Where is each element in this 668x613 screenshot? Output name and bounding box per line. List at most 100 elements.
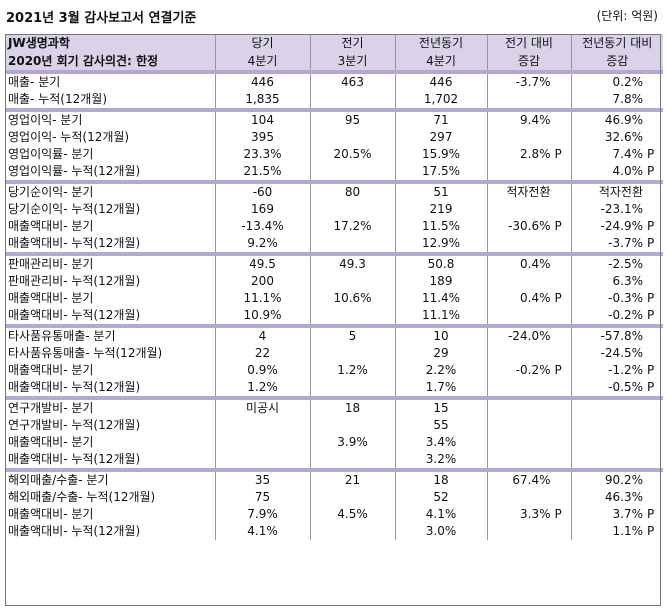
table-row: 당기순이익- 분기 -60 80 51 적자전환 적자전환 — [5, 184, 663, 201]
col-header-yoy-chg-2: 증감 — [570, 52, 663, 70]
table-row: 매출- 누적(12개월) 1,835 1,702 7.8% — [5, 91, 663, 108]
group-separator — [5, 70, 663, 74]
yoy-point-mark: P — [647, 291, 655, 305]
cell-current: 200 — [214, 273, 310, 290]
yoy-value: 7.4% — [612, 147, 644, 161]
qoq-value: 0.4% — [520, 257, 551, 271]
table-row: 매출액대비- 누적(12개월) 1.2% 1.7% -0.5% P — [5, 379, 663, 396]
cell-previous — [309, 417, 395, 434]
col-header-prev-1: 전기 — [309, 34, 395, 52]
yoy-point-mark: P — [647, 219, 655, 233]
cell-prior-year: 3.4% — [394, 434, 487, 451]
table-row: 영업이익률- 누적(12개월) 21.5% 17.5% 4.0% P — [5, 163, 663, 180]
row-label: 타사품유통매출- 분기 — [8, 329, 116, 343]
cell-prior-year: 189 — [394, 273, 487, 290]
cell-current: 4.1% — [214, 523, 310, 540]
cell-current: 0.9% — [214, 362, 310, 379]
yoy-value: 적자전환 — [598, 185, 643, 199]
yoy-value: -2.5% — [608, 257, 643, 271]
group-separator — [5, 324, 663, 328]
yoy-point-mark: P — [647, 507, 655, 521]
yoy-value: -0.5% — [608, 380, 643, 394]
table-row: 영업이익률- 분기 23.3% 20.5% 15.9% 2.8% P 7.4% P — [5, 146, 663, 163]
row-label: 당기순이익- 분기 — [8, 185, 94, 199]
cell-current: 75 — [214, 489, 310, 506]
cell-yoy-change: 3.7% P — [570, 506, 663, 523]
yoy-value: 7.8% — [612, 92, 644, 106]
cell-current: -13.4% — [214, 218, 310, 235]
cell-previous — [309, 523, 395, 540]
cell-yoy-change — [570, 451, 663, 468]
table-row: 해외매출/수출- 누적(12개월) 75 52 46.3% — [5, 489, 663, 506]
cell-previous: 95 — [309, 112, 395, 129]
row-label: 영업이익률- 누적(12개월) — [8, 164, 141, 178]
cell-prior-year: 4.1% — [394, 506, 487, 523]
cell-previous: 49.3 — [309, 256, 395, 273]
table-row: 매출액대비- 누적(12개월) 4.1% 3.0% 1.1% P — [5, 523, 663, 540]
cell-yoy-change: 6.3% — [570, 273, 663, 290]
financial-table: JW생명과학 당기 전기 전년동기 전기 대비 전년동기 대비 2020년 회기… — [5, 34, 663, 540]
cell-previous: 1.2% — [309, 362, 395, 379]
cell-qoq-change: 0.4% — [486, 256, 571, 273]
cell-qoq-change — [486, 235, 571, 252]
cell-prior-year: 11.5% — [394, 218, 487, 235]
yoy-value: 4.0% — [612, 164, 644, 178]
qoq-point-mark: P — [554, 147, 562, 161]
cell-current: 11.1% — [214, 290, 310, 307]
cell-qoq-change — [486, 417, 571, 434]
cell-prior-year: 55 — [394, 417, 487, 434]
cell-previous — [309, 91, 395, 108]
yoy-value: 90.2% — [604, 473, 643, 487]
table-row: 연구개발비- 분기 미공시 18 15 — [5, 400, 663, 417]
qoq-value: 2.8% — [520, 147, 551, 161]
table-row: 매출액대비- 분기 0.9% 1.2% 2.2% -0.2% P -1.2% P — [5, 362, 663, 379]
table-row: 연구개발비- 누적(12개월) 55 — [5, 417, 663, 434]
cell-prior-year: 17.5% — [394, 163, 487, 180]
cell-qoq-change — [486, 273, 571, 290]
table-row: 타사품유통매출- 분기 4 5 10 -24.0% -57.8% — [5, 328, 663, 345]
qoq-value: -0.2% — [515, 363, 551, 377]
cell-prior-year: 11.1% — [394, 307, 487, 324]
cell-previous: 10.6% — [309, 290, 395, 307]
yoy-value: 3.7% — [612, 507, 644, 521]
cell-qoq-change: -24.0% — [486, 328, 571, 345]
row-label: 매출액대비- 분기 — [8, 435, 94, 449]
col-header-yoy-2: 4분기 — [394, 52, 487, 70]
yoy-point-mark: P — [647, 363, 655, 377]
cell-qoq-change — [486, 451, 571, 468]
row-label: 연구개발비- 누적(12개월) — [8, 418, 141, 432]
cell-yoy-change: 46.9% — [570, 112, 663, 129]
qoq-value: -30.6% — [508, 219, 551, 233]
table-row: 매출액대비- 분기 7.9% 4.5% 4.1% 3.3% P 3.7% P — [5, 506, 663, 523]
cell-previous — [309, 451, 395, 468]
cell-previous: 463 — [309, 74, 395, 91]
cell-qoq-change — [486, 489, 571, 506]
yoy-value: 46.9% — [604, 113, 643, 127]
row-label: 영업이익률- 분기 — [8, 147, 94, 161]
yoy-point-mark: P — [647, 164, 655, 178]
row-label: 판매관리비- 분기 — [8, 257, 94, 271]
cell-current: -60 — [214, 184, 310, 201]
separator-cell — [5, 180, 663, 184]
cell-yoy-change: -3.7% P — [570, 235, 663, 252]
cell-previous: 21 — [309, 472, 395, 489]
row-label: 매출액대비- 누적(12개월) — [8, 452, 141, 466]
cell-qoq-change — [486, 434, 571, 451]
yoy-value: 1.1% — [612, 524, 644, 538]
cell-current: 446 — [214, 74, 310, 91]
unit-label: (단위: 억원) — [596, 9, 658, 23]
cell-yoy-change: 32.6% — [570, 129, 663, 146]
cell-qoq-change: 0.4% P — [486, 290, 571, 307]
cell-current: 104 — [214, 112, 310, 129]
yoy-point-mark: P — [647, 380, 655, 394]
table-row: 매출- 분기 446 463 446 -3.7% 0.2% — [5, 74, 663, 91]
cell-qoq-change: 3.3% P — [486, 506, 571, 523]
cell-yoy-change: 4.0% P — [570, 163, 663, 180]
cell-prior-year: 29 — [394, 345, 487, 362]
cell-previous — [309, 307, 395, 324]
cell-qoq-change — [486, 163, 571, 180]
cell-previous — [309, 273, 395, 290]
table-row: 매출액대비- 누적(12개월) 9.2% 12.9% -3.7% P — [5, 235, 663, 252]
cell-current: 7.9% — [214, 506, 310, 523]
cell-current: 21.5% — [214, 163, 310, 180]
